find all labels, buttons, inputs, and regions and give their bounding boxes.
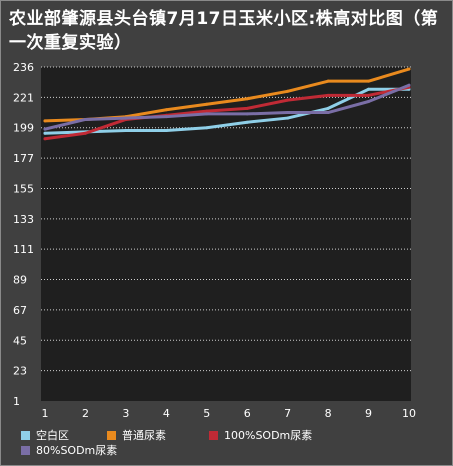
data-point bbox=[245, 112, 249, 116]
series-line-1 bbox=[43, 87, 411, 135]
data-point bbox=[43, 131, 47, 135]
series-line-4 bbox=[43, 83, 411, 131]
y-tick-label: 133 bbox=[13, 213, 34, 226]
y-tick-label: 23 bbox=[13, 365, 27, 378]
data-point bbox=[367, 93, 371, 97]
x-tick-label: 1 bbox=[42, 407, 49, 420]
data-point bbox=[83, 117, 87, 121]
data-point bbox=[43, 137, 47, 141]
data-point bbox=[286, 89, 290, 93]
data-point bbox=[164, 128, 168, 132]
data-point bbox=[205, 126, 209, 130]
data-point bbox=[83, 131, 87, 135]
data-point bbox=[326, 106, 330, 110]
x-tick-label: 7 bbox=[284, 407, 291, 420]
series-line-3 bbox=[43, 85, 411, 141]
legend-item-100-sodm-urea: 100%SODm尿素 bbox=[209, 429, 312, 443]
data-point bbox=[407, 67, 411, 71]
legend-label: 80%SODm尿素 bbox=[36, 444, 118, 457]
y-tick-label: 89 bbox=[13, 274, 27, 287]
x-tick-label: 6 bbox=[244, 407, 251, 420]
chart-title: 农业部肇源县头台镇7月17日玉米小区:株高对比图（第一次重复实验） bbox=[9, 9, 439, 53]
legend-swatch-icon bbox=[21, 431, 30, 440]
y-tick-label: 221 bbox=[13, 91, 34, 104]
data-point bbox=[286, 116, 290, 120]
plot-area bbox=[41, 67, 411, 401]
data-point bbox=[164, 108, 168, 112]
data-point bbox=[326, 93, 330, 97]
data-point bbox=[286, 111, 290, 115]
data-point bbox=[326, 111, 330, 115]
x-tick-label: 10 bbox=[402, 407, 416, 420]
x-tick-label: 4 bbox=[163, 407, 170, 420]
y-tick-label: 199 bbox=[13, 122, 34, 135]
data-point bbox=[164, 115, 168, 119]
legend-swatch-icon bbox=[107, 431, 116, 440]
legend-label: 普通尿素 bbox=[122, 429, 166, 442]
data-point bbox=[407, 83, 411, 87]
data-point bbox=[205, 109, 209, 113]
data-point bbox=[367, 79, 371, 83]
legend-item-80-sodm-urea: 80%SODm尿素 bbox=[21, 444, 117, 458]
legend-label: 100%SODm尿素 bbox=[224, 429, 313, 442]
data-point bbox=[245, 97, 249, 101]
data-point bbox=[367, 87, 371, 91]
x-tick-label: 2 bbox=[82, 407, 89, 420]
y-tick-label: 236 bbox=[13, 61, 34, 74]
data-point bbox=[245, 120, 249, 124]
data-point bbox=[124, 128, 128, 132]
y-tick-label: 67 bbox=[13, 304, 27, 317]
data-point bbox=[326, 79, 330, 83]
y-tick-label: 155 bbox=[13, 182, 34, 195]
data-point bbox=[124, 116, 128, 120]
data-point bbox=[43, 119, 47, 123]
data-point bbox=[205, 102, 209, 106]
y-tick-label: 111 bbox=[13, 243, 34, 256]
y-tick-label: 45 bbox=[13, 334, 27, 347]
legend-item-regular-urea: 普通尿素 bbox=[107, 429, 166, 443]
data-point bbox=[367, 100, 371, 104]
data-point bbox=[286, 98, 290, 102]
x-tick-label: 9 bbox=[365, 407, 372, 420]
legend-item-blank-area: 空白区 bbox=[21, 429, 69, 443]
legend-label: 空白区 bbox=[36, 429, 69, 442]
legend-swatch-icon bbox=[209, 431, 218, 440]
x-tick-label: 5 bbox=[203, 407, 210, 420]
x-tick-label: 8 bbox=[325, 407, 332, 420]
legend-swatch-icon bbox=[21, 446, 30, 455]
y-tick-label: 177 bbox=[13, 152, 34, 165]
x-tick-label: 3 bbox=[122, 407, 129, 420]
data-point bbox=[43, 127, 47, 131]
data-point bbox=[245, 106, 249, 110]
data-point bbox=[205, 112, 209, 116]
y-tick-label: 1 bbox=[13, 395, 20, 408]
